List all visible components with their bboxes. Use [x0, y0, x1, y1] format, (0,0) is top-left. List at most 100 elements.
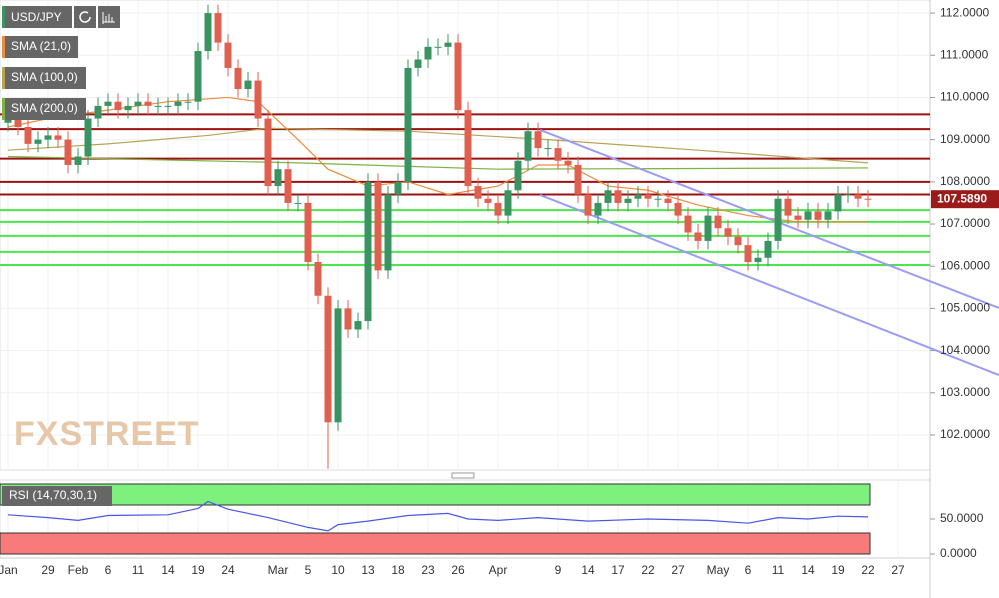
candle-body — [274, 169, 282, 187]
watermark: FXSTREET — [14, 415, 200, 453]
candle-body — [244, 80, 252, 90]
y-tick-label: 111.0000 — [940, 47, 989, 61]
y-tick-label: 103.0000 — [940, 385, 990, 399]
candle-body — [194, 51, 202, 102]
candle-body — [44, 135, 52, 140]
candle-body — [224, 42, 232, 68]
candle-body — [604, 190, 612, 203]
candle-body — [764, 240, 772, 258]
x-tick-label: 23 — [421, 563, 435, 577]
settings-icon — [102, 12, 115, 24]
trend-line — [539, 129, 999, 309]
sma-line — [7, 127, 869, 164]
last-price-box — [931, 190, 999, 209]
x-tick-label: Apr — [489, 563, 508, 577]
candle-body — [714, 215, 722, 229]
rsi-label: RSI (14,70,30,1) — [9, 488, 97, 502]
candle-body — [414, 59, 422, 68]
x-tick-label: 10 — [331, 563, 345, 577]
sma-line — [7, 155, 869, 170]
candle-body — [664, 198, 672, 203]
candle-body — [174, 101, 182, 106]
candle-body — [24, 126, 32, 144]
x-tick-label: 29 — [41, 563, 55, 577]
legend-box — [2, 67, 86, 89]
candle-body — [184, 101, 192, 103]
candle-body — [684, 215, 692, 233]
symbol: USD/JPY — [11, 10, 62, 24]
y-tick-label: 105.0000 — [940, 301, 990, 315]
candle-body — [314, 262, 322, 296]
x-tick-label: 13 — [361, 563, 375, 577]
candle-body — [364, 181, 372, 322]
candle-body — [64, 139, 72, 165]
legend-label: SMA (100,0) — [11, 70, 78, 84]
candle-body — [824, 211, 832, 220]
refresh-button[interactable] — [74, 6, 96, 28]
candle-body — [334, 308, 342, 423]
candle-body — [634, 194, 642, 199]
symbol-accent — [2, 6, 5, 28]
candle-body — [504, 190, 512, 216]
x-tick-label: 19 — [191, 563, 205, 577]
resize-handle[interactable] — [451, 472, 475, 479]
last-price-label: 107.5890 — [937, 191, 987, 205]
candle-body — [434, 46, 442, 48]
legend-swatch — [2, 67, 5, 89]
legend-label: SMA (200,0) — [11, 101, 78, 115]
candle-body — [344, 308, 352, 330]
candle-body — [494, 202, 502, 216]
candle-body — [164, 105, 172, 107]
candle-body — [744, 245, 752, 263]
symbol-tag: USD/JPY — [2, 6, 120, 28]
candle-body — [234, 67, 242, 90]
candle-body — [564, 160, 572, 165]
candle-body — [864, 198, 872, 200]
candle-body — [134, 101, 142, 106]
candle-body — [254, 80, 262, 119]
candle-body — [814, 211, 822, 220]
candle-body — [94, 105, 102, 119]
candle-body — [574, 164, 582, 195]
x-tick-label: 18 — [391, 563, 405, 577]
candle-body — [594, 202, 602, 216]
x-tick-label: May — [707, 563, 730, 577]
candle-body — [654, 198, 662, 200]
y-tick-label: 106.0000 — [940, 258, 990, 272]
x-tick-label: 19 — [831, 563, 845, 577]
x-tick-label: 14 — [161, 563, 175, 577]
candle-body — [514, 160, 522, 191]
candle-body — [524, 131, 532, 161]
x-tick-label: 6 — [105, 563, 112, 577]
candle-body — [444, 42, 452, 47]
x-tick-label: 6 — [745, 563, 752, 577]
x-tick-label: 17 — [611, 563, 625, 577]
candle-body — [674, 202, 682, 216]
y-tick-label: 110.0000 — [940, 90, 989, 104]
candle-body — [154, 105, 162, 107]
candle-body — [784, 198, 792, 216]
legend-swatch — [2, 36, 5, 58]
candle-body — [204, 13, 212, 52]
x-tick-label: 11 — [132, 563, 145, 577]
candle-body — [624, 198, 632, 203]
x-tick-label: 22 — [641, 563, 655, 577]
candle-body — [614, 190, 622, 203]
candle-body — [374, 181, 382, 271]
marks-layer: RSI (14,70,30,1) — [0, 4, 999, 532]
x-tick-label: 22 — [861, 563, 875, 577]
candle-body — [354, 321, 362, 330]
candle-body — [734, 236, 742, 246]
x-tick-label: 26 — [451, 563, 465, 577]
legend-box — [2, 98, 86, 120]
candle-body — [774, 198, 782, 241]
rsi-line — [7, 500, 869, 532]
x-tick-label: 14 — [581, 563, 595, 577]
candle-body — [84, 118, 92, 157]
candle-body — [304, 202, 312, 263]
x-tick-label: Feb — [68, 563, 89, 577]
x-tick-label: 27 — [671, 563, 685, 577]
refresh-icon — [79, 11, 91, 23]
